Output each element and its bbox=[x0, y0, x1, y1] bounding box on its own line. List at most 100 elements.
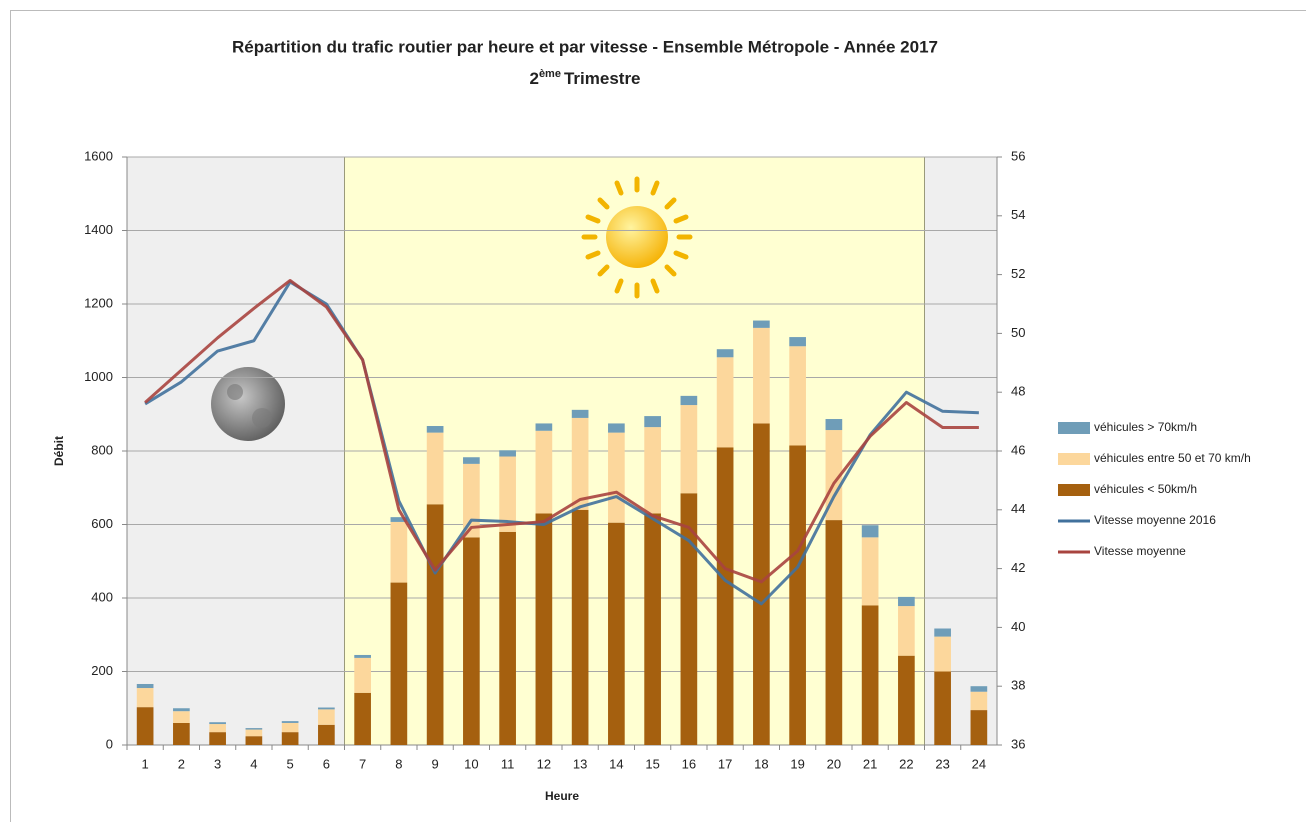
bar-segment bbox=[970, 686, 988, 692]
y-tick-label: 400 bbox=[91, 589, 113, 604]
bar-segment bbox=[136, 683, 154, 689]
bar-segment bbox=[499, 531, 516, 745]
x-tick-label: 8 bbox=[395, 756, 402, 771]
bar-segment bbox=[571, 409, 589, 418]
bar-segment bbox=[245, 728, 263, 730]
bar-segment bbox=[571, 509, 589, 745]
moon bbox=[211, 367, 285, 441]
x-tick-label: 11 bbox=[501, 756, 515, 771]
x-tick-label: 14 bbox=[609, 756, 623, 771]
y2-tick-label: 38 bbox=[1011, 678, 1025, 693]
y-tick-label: 200 bbox=[91, 663, 113, 678]
bar-segment bbox=[245, 736, 263, 745]
y-tick-label: 800 bbox=[91, 442, 113, 457]
x-tick-label: 21 bbox=[863, 756, 877, 771]
bar-segment bbox=[644, 513, 661, 745]
legend-swatch bbox=[1058, 484, 1090, 496]
x-tick-label: 13 bbox=[573, 756, 587, 771]
y2-tick-label: 56 bbox=[1011, 148, 1025, 163]
x-tick-label: 6 bbox=[323, 756, 330, 771]
bar-segment bbox=[608, 432, 625, 523]
moon-crater bbox=[252, 408, 272, 428]
speed-line bbox=[144, 280, 979, 606]
y2-tick-label: 46 bbox=[1011, 442, 1025, 457]
bar-segment bbox=[390, 521, 408, 583]
x-tick-label: 7 bbox=[359, 756, 366, 771]
chart-subtitle: 2ème Trimestre bbox=[529, 68, 640, 89]
bar-segment bbox=[644, 416, 661, 428]
x-tick-label: 22 bbox=[899, 756, 913, 771]
y-tick-label: 0 bbox=[106, 736, 113, 751]
x-tick-label: 24 bbox=[972, 756, 986, 771]
bar-segment bbox=[173, 711, 190, 723]
y-tick-label: 1200 bbox=[84, 295, 113, 310]
y2-tick-label: 52 bbox=[1011, 266, 1025, 281]
bar-segment bbox=[970, 691, 988, 711]
x-tick-label: 16 bbox=[682, 756, 696, 771]
bar-segment bbox=[753, 423, 770, 745]
bar-segment bbox=[571, 417, 589, 510]
bar-segment bbox=[789, 337, 806, 347]
legend-label: véhicules < 50km/h bbox=[1094, 482, 1197, 496]
x-tick-label: 10 bbox=[464, 756, 478, 771]
y2-tick-label: 50 bbox=[1011, 325, 1025, 340]
x-tick-label: 2 bbox=[178, 756, 185, 771]
bar-segment bbox=[499, 450, 516, 457]
x-tick-label: 1 bbox=[142, 756, 149, 771]
bar-segment bbox=[934, 636, 951, 672]
x-tick-label: 5 bbox=[287, 756, 294, 771]
bar-segment bbox=[825, 520, 843, 745]
y-tick-label: 1400 bbox=[84, 222, 113, 237]
bar-segment bbox=[209, 722, 226, 725]
bar-segment bbox=[608, 423, 625, 433]
y-axis-title: Débit bbox=[52, 436, 66, 466]
y-tick-label: 600 bbox=[91, 516, 113, 531]
bar-segment bbox=[861, 537, 879, 606]
bar-segment bbox=[499, 456, 516, 532]
y2-tick-label: 42 bbox=[1011, 560, 1025, 575]
bar-segment bbox=[898, 596, 915, 607]
bar-segment bbox=[535, 513, 553, 745]
chart-title: Répartition du trafic routier par heure … bbox=[232, 37, 938, 56]
bar-segment bbox=[898, 606, 915, 656]
bar-segment bbox=[318, 709, 335, 725]
bar-segment bbox=[281, 722, 299, 733]
subtitle-part: 2 bbox=[529, 69, 538, 88]
y2-tick-label: 48 bbox=[1011, 384, 1025, 399]
bar-segment bbox=[318, 707, 335, 710]
legend-label: véhicules > 70km/h bbox=[1094, 420, 1197, 434]
x-tick-label: 17 bbox=[718, 756, 732, 771]
bar-segment bbox=[281, 721, 299, 723]
x-tick-label: 3 bbox=[214, 756, 221, 771]
bar-segment bbox=[716, 357, 734, 448]
bar-segment bbox=[209, 732, 226, 745]
legend-swatch bbox=[1058, 453, 1090, 465]
bar-segment bbox=[463, 457, 480, 464]
y2-tick-label: 40 bbox=[1011, 619, 1025, 634]
subtitle-part: ème bbox=[539, 68, 561, 80]
speed-line bbox=[144, 278, 979, 584]
bar-segment bbox=[354, 692, 371, 745]
bar-segment bbox=[354, 654, 371, 658]
bar-segment bbox=[173, 722, 190, 745]
bar-segment bbox=[535, 423, 553, 431]
subtitle-part: Trimestre bbox=[564, 69, 641, 88]
bar-segment bbox=[173, 708, 190, 712]
y2-tick-label: 54 bbox=[1011, 207, 1025, 222]
y2-tick-label: 44 bbox=[1011, 501, 1025, 516]
bar-segment bbox=[680, 493, 698, 745]
bar-segment bbox=[825, 419, 843, 431]
bar-segment bbox=[970, 710, 988, 745]
bar-segment bbox=[463, 537, 480, 745]
bar-segment bbox=[644, 427, 661, 514]
x-axis-title: Heure bbox=[545, 789, 579, 803]
legend-swatch bbox=[1058, 422, 1090, 434]
bar-segment bbox=[716, 447, 734, 745]
x-tick-label: 19 bbox=[790, 756, 804, 771]
bar-segment bbox=[789, 445, 806, 745]
bar-segment bbox=[281, 732, 299, 745]
bar-segment bbox=[789, 346, 806, 446]
bar-segment bbox=[825, 430, 843, 521]
bar-segment bbox=[680, 395, 698, 406]
